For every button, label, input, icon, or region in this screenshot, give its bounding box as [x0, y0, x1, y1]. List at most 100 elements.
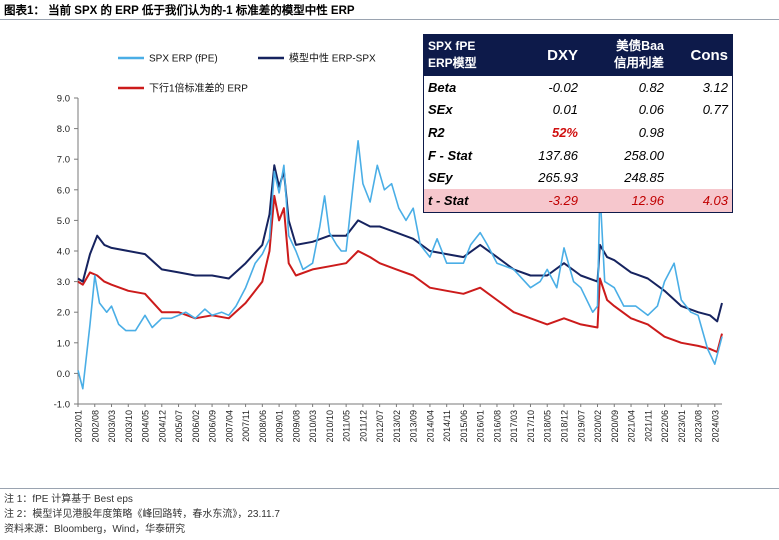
stats-cell: -3.29 [520, 189, 582, 212]
title-rule [0, 19, 779, 20]
x-tick-label: 2012/07 [375, 410, 385, 443]
x-tick-label: 2013/02 [392, 410, 402, 443]
y-tick-label: 0.0 [57, 369, 70, 380]
x-tick-label: 2023/08 [694, 410, 704, 443]
stats-cell: 0.06 [638, 102, 664, 118]
stats-row-sex: SEx 0.01 0.06 0.77 [424, 98, 732, 121]
stats-row-label: R2 [428, 124, 445, 140]
note-1: 注 1：fPE 计算基于 Best eps [4, 494, 133, 505]
chart-axes: -1.0 0.0 1.0 2.0 3.0 4.0 5.0 6.0 7.0 8.0 9.0 2002/0… [54, 94, 722, 443]
stats-cell: 0.98 [638, 124, 664, 140]
x-tick-label: 2013/09 [409, 410, 419, 443]
stats-header-row: SPX fPE ERP模型 DXY 美债Baa 信用利差 Cons [424, 35, 732, 76]
x-tick-label: 2006/02 [191, 410, 201, 443]
stats-row-r2: R2 52% 0.98 [424, 121, 732, 144]
x-tick-label: 2006/09 [208, 410, 218, 443]
x-tick-label: 2017/10 [526, 410, 536, 443]
x-tick-label: 2010/03 [308, 410, 318, 443]
figure-title: 图表1： 当前 SPX 的 ERP 低于我们认为的-1 标准差的模型中性 ERP [4, 5, 355, 17]
stats-cell: 0.01 [552, 102, 578, 118]
stats-cell [668, 144, 732, 167]
y-tick-label: 3.0 [57, 277, 70, 288]
stats-header-model: SPX fPE ERP模型 [424, 35, 520, 76]
x-tick-label: 2004/05 [141, 410, 151, 443]
series-line-lower-band [77, 194, 723, 353]
x-tick-label: 2002/08 [90, 410, 100, 443]
y-tick-label: 2.0 [57, 308, 70, 319]
x-tick-label: 2018/05 [543, 410, 553, 443]
x-tick-label: 2007/04 [224, 410, 234, 443]
stats-cell: 3.12 [702, 79, 728, 95]
x-tick-label: 2003/10 [124, 410, 134, 443]
x-tick-label: 2020/02 [593, 410, 603, 443]
x-tick-label: 2002/01 [74, 410, 84, 443]
source-note: 资料来源：Bloomberg，Wind，华泰研究 [4, 524, 186, 535]
x-tick-label: 2018/12 [559, 410, 569, 443]
x-tick-label: 2010/10 [325, 410, 335, 443]
y-tick-label: 1.0 [57, 338, 70, 349]
y-tick-label: 8.0 [57, 124, 70, 135]
erp-line-chart: -1.0 0.0 1.0 2.0 3.0 4.0 5.0 6.0 7.0 8.0 9.0 2002/0… [54, 52, 723, 443]
legend-label-spx-erp: SPX ERP (fPE) [149, 54, 218, 65]
x-tick-label: 2011/12 [358, 410, 368, 442]
x-tick-label: 2004/12 [157, 410, 167, 443]
x-tick-label: 2003/03 [107, 410, 117, 443]
x-tick-label: 2016/08 [492, 410, 502, 443]
chart-legend: SPX ERP (fPE) 模型中性 ERP-SPX 下行1倍标准差的 ERP [118, 52, 376, 95]
stats-row-label: SEy [428, 170, 453, 186]
stats-row-sey: SEy 265.93 248.85 [424, 167, 732, 190]
x-tick-label: 2019/07 [576, 410, 586, 443]
y-tick-label: -1.0 [54, 400, 70, 411]
y-tick-label: 9.0 [57, 94, 70, 105]
note-2: 注 2：模型详见港股年度策略《峰回路转，春水东流》，23.11.7 [4, 509, 280, 520]
x-tick-label: 2009/08 [291, 410, 301, 443]
y-tick-label: 5.0 [57, 216, 70, 227]
legend-label-model-neutral: 模型中性 ERP-SPX [289, 52, 376, 65]
chart-notes: 注 1：fPE 计算基于 Best eps 注 2：模型详见港股年度策略《峰回路… [4, 492, 280, 537]
stats-cell-highlight: 52% [551, 124, 578, 140]
stats-cell: -0.02 [548, 79, 578, 95]
stats-row-label: Beta [428, 79, 457, 95]
x-tick-label: 2024/03 [710, 410, 720, 443]
stats-header-baa-spread: 美债Baa 信用利差 [582, 35, 668, 76]
x-tick-label: 2020/09 [610, 410, 620, 443]
x-tick-label: 2015/06 [459, 410, 469, 443]
stats-row-label: SEx [428, 102, 453, 118]
stats-header-cons: Cons [668, 35, 732, 76]
x-tick-label: 2011/05 [342, 410, 352, 442]
notes-rule [0, 488, 779, 489]
stats-cell: 12.96 [582, 189, 668, 212]
x-tick-label: 2021/04 [627, 410, 637, 443]
x-tick-label: 2017/03 [509, 410, 519, 443]
regression-stats-table: SPX fPE ERP模型 DXY 美债Baa 信用利差 Cons Beta -0.… [423, 34, 733, 213]
x-tick-label: 2016/01 [476, 410, 486, 443]
x-tick-label: 2008/06 [258, 410, 268, 443]
x-tick-label: 2023/01 [677, 410, 687, 443]
x-tick-label: 2014/11 [442, 410, 452, 442]
stats-cell: 258.00 [624, 147, 664, 163]
stats-row-label: F - Stat [428, 147, 473, 163]
x-tick-label: 2007/11 [241, 410, 251, 442]
stats-row-beta: Beta -0.02 0.82 3.12 [424, 76, 732, 99]
stats-cell: 265.93 [538, 170, 578, 186]
stats-cell: 137.86 [538, 147, 578, 163]
y-tick-label: 6.0 [57, 185, 70, 196]
stats-header-dxy: DXY [520, 35, 582, 76]
stats-cell [668, 121, 732, 144]
x-tick-label: 2014/04 [425, 410, 435, 443]
x-tick-label: 2021/11 [643, 410, 653, 442]
stats-cell: 248.85 [624, 170, 664, 186]
stats-row-fstat: F - Stat 137.86 258.00 [424, 144, 732, 167]
y-tick-label: 4.0 [57, 247, 70, 258]
legend-label-lower-band: 下行1倍标准差的 ERP [149, 82, 248, 95]
stats-row-label: t - Stat [424, 189, 520, 212]
stats-cell: 0.82 [638, 79, 664, 95]
stats-cell: 4.03 [668, 189, 732, 212]
series-line-model-neutral [77, 164, 723, 323]
x-tick-label: 2005/07 [174, 410, 184, 443]
y-tick-label: 7.0 [57, 155, 70, 166]
x-tick-label: 2009/01 [275, 410, 285, 443]
stats-cell [668, 167, 732, 190]
stats-cell: 0.77 [702, 102, 728, 118]
x-tick-label: 2022/06 [660, 410, 670, 443]
